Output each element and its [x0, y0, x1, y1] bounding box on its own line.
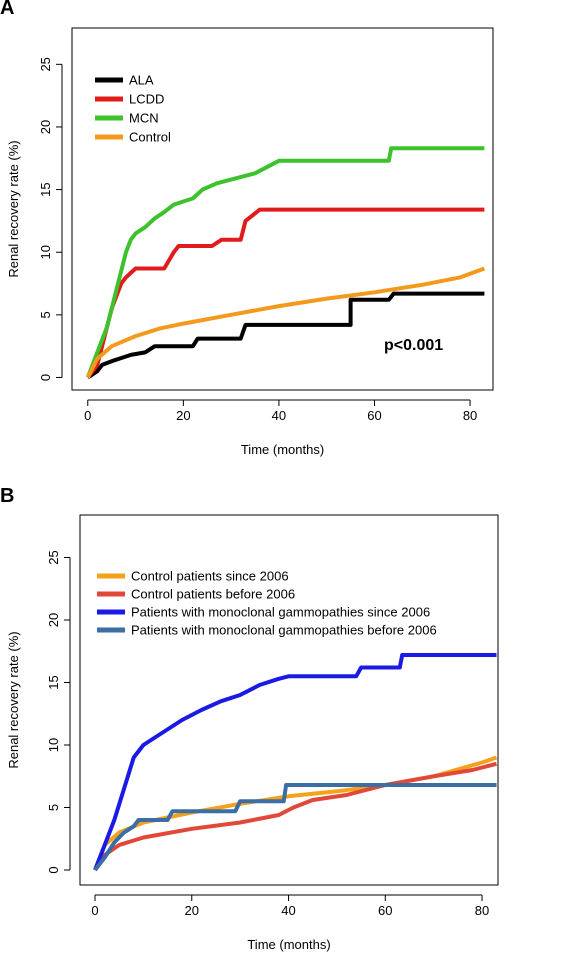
panel-label: B	[0, 485, 14, 507]
x-tick-label: 0	[91, 903, 98, 918]
legend-label: Control patients since 2006	[131, 569, 289, 584]
y-tick-label: 20	[38, 120, 53, 134]
legend-label: Control patients before 2006	[131, 587, 295, 602]
y-axis-label: Renal recovery rate (%)	[6, 140, 21, 277]
x-tick-label: 60	[378, 903, 392, 918]
legend-label: Patients with monoclonal gammopathies be…	[131, 623, 437, 638]
series-line	[86, 291, 485, 380]
y-tick-label: 10	[38, 245, 53, 259]
x-tick-label: 40	[272, 408, 286, 423]
legend-label: LCDD	[129, 92, 164, 107]
x-tick-label: 80	[475, 903, 489, 918]
series-line	[86, 266, 486, 379]
x-tick-label: 20	[176, 408, 190, 423]
x-tick-label: 40	[281, 903, 295, 918]
series-line	[93, 783, 497, 872]
series-line	[93, 653, 497, 871]
plot-box	[71, 27, 494, 391]
plot-box	[79, 514, 499, 886]
y-tick-label: 10	[46, 738, 61, 752]
x-tick-label: 20	[185, 903, 199, 918]
x-tick-label: 0	[84, 408, 91, 423]
legend-label: Patients with monoclonal gammopathies si…	[131, 605, 430, 620]
annotation: p<0.001	[384, 337, 443, 354]
x-tick-label: 60	[367, 408, 381, 423]
y-tick-label: 15	[38, 182, 53, 196]
y-tick-label: 5	[46, 804, 61, 811]
x-axis-label: Time (months)	[247, 937, 330, 952]
legend-label: MCN	[129, 111, 159, 126]
y-tick-label: 20	[46, 613, 61, 627]
x-axis-label: Time (months)	[241, 442, 324, 457]
y-tick-label: 0	[46, 866, 61, 873]
y-tick-label: 25	[38, 57, 53, 71]
y-tick-label: 0	[38, 374, 53, 381]
legend-label: Control	[129, 130, 171, 145]
panel-label: A	[0, 0, 14, 19]
y-tick-label: 25	[46, 550, 61, 564]
legend-label: ALA	[129, 73, 154, 88]
series-line	[85, 146, 485, 379]
y-tick-label: 5	[38, 311, 53, 318]
y-tick-label: 15	[46, 675, 61, 689]
x-tick-label: 80	[463, 408, 477, 423]
y-axis-label: Renal recovery rate (%)	[6, 631, 21, 768]
series-line	[93, 761, 497, 872]
